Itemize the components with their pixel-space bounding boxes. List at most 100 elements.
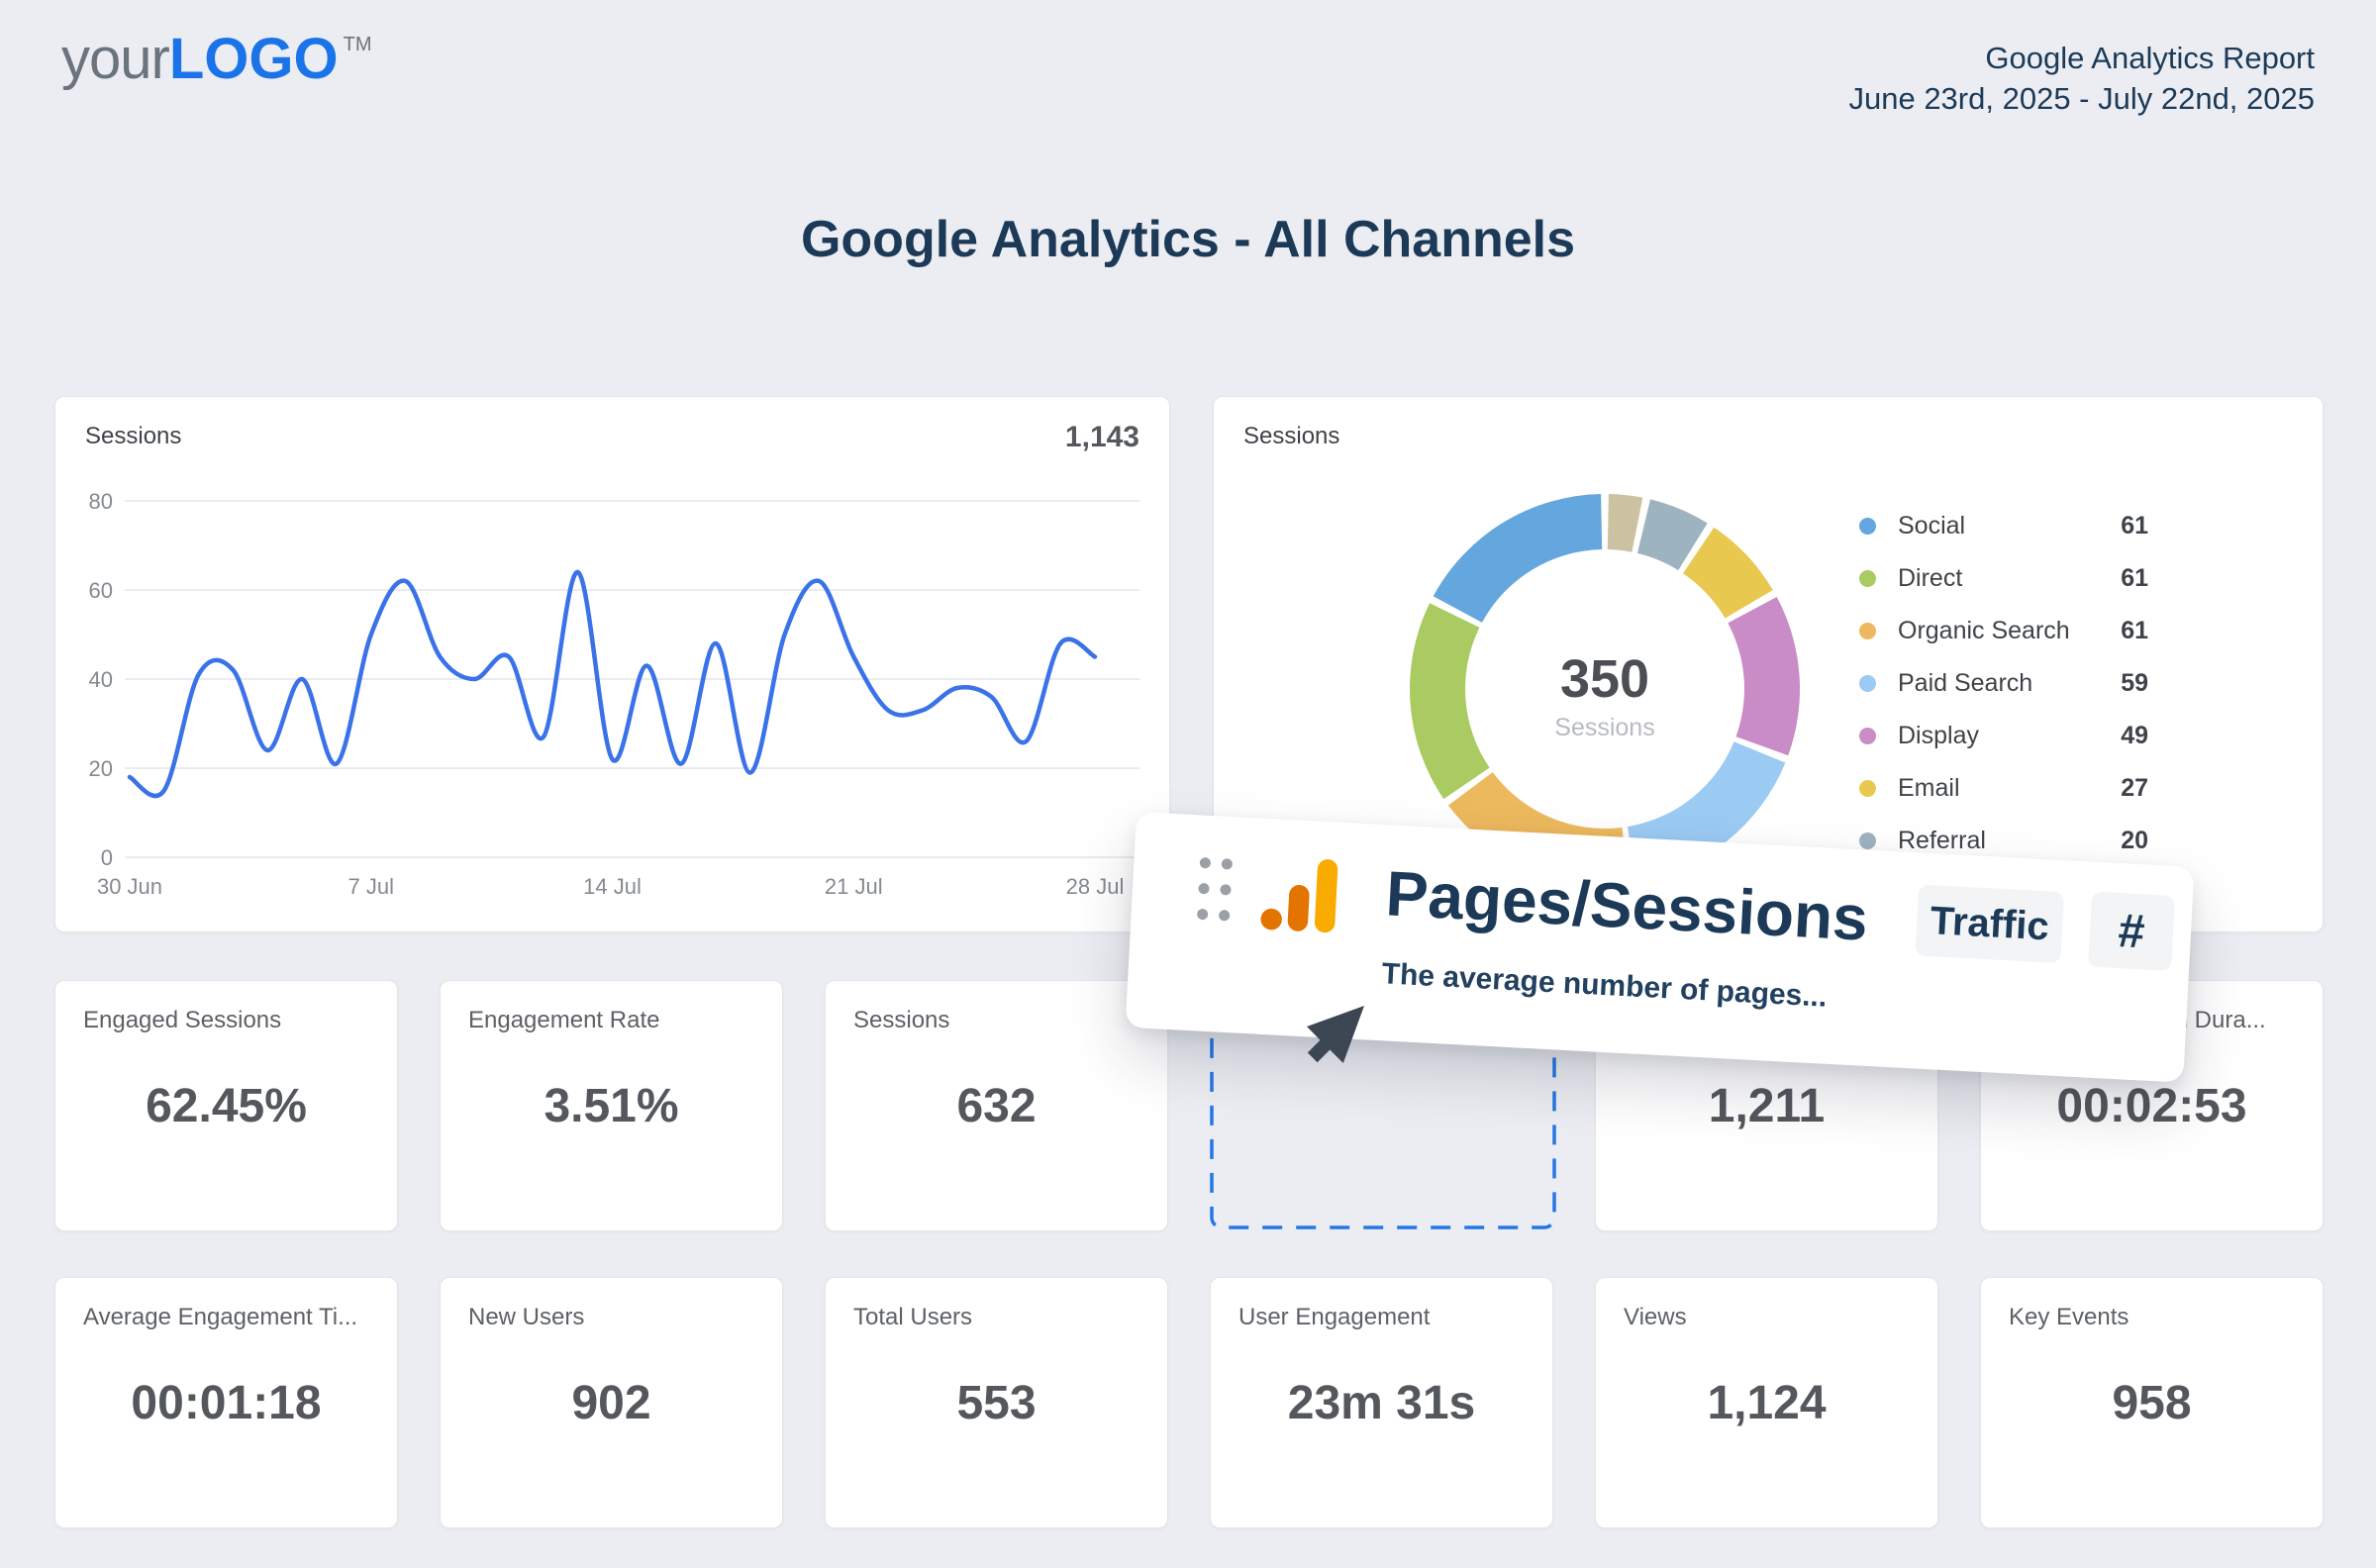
donut-segment [1433,494,1603,623]
traffic-tag-badge: Traffic [1915,884,2065,964]
x-axis-tick-label: 14 Jul [583,874,642,899]
donut-chart-title: Sessions [1243,423,1340,449]
donut-segment [1683,527,1773,619]
y-axis-tick-label: 80 [89,489,113,514]
legend-dot-referral [1859,833,1876,849]
donut-center: 350 Sessions [1456,650,1753,742]
legend-dot-display [1859,728,1876,744]
sessions-line-chart: 80 60 40 20 0 30 Jun 7 Jul 14 Jul 21 Jul 28 Jul [89,489,1139,899]
metric-card-new-users[interactable]: New Users 902 [440,1277,783,1528]
metric-value: 3.51% [544,1079,679,1132]
legend-dot-organic-search [1859,623,1876,639]
metric-label: Engaged Sessions [83,1007,282,1033]
report-date-range: June 23rd, 2025 - July 22nd, 2025 [1848,81,2315,116]
metric-card-engagement-rate[interactable]: Engagement Rate 3.51% [440,980,783,1231]
metric-card-engaged-sessions[interactable]: Engaged Sessions 62.45% [54,980,398,1231]
report-header: Google Analytics Report June 23rd, 2025 … [1848,38,2315,119]
legend-row: Display 49 [1859,710,2148,762]
legend-value: 61 [2121,617,2148,644]
sessions-line-chart-card[interactable]: Sessions 1,143 80 60 40 20 0 30 Jun 7 Jul 14 Ju… [54,396,1170,932]
legend-row: Paid Search 59 [1859,657,2148,710]
legend-dot-paid-search [1859,675,1876,692]
sessions-donut-chart [1409,494,1801,885]
report-title: Google Analytics Report [1985,41,2315,75]
metric-card-key-events[interactable]: Key Events 958 [1980,1277,2324,1528]
metric-value: 1,124 [1707,1376,1827,1429]
metric-value: 632 [956,1079,1037,1132]
legend-value: 27 [2121,774,2148,802]
google-analytics-icon [1260,859,1338,933]
logo-prefix: your [61,27,170,91]
logo-brand: LOGO [168,27,339,91]
logo-tm: TM [343,34,372,55]
legend-label: Display [1898,722,1979,749]
metric-value: 00:02:53 [2056,1079,2247,1132]
metric-value: 62.45% [146,1079,307,1132]
legend-label: Paid Search [1898,669,2033,697]
legend-row: Referral 20 [1859,815,2148,867]
legend-row: Direct 61 [1859,552,2148,605]
donut-segment [1636,499,1708,571]
donut-segment [1728,597,1801,756]
donut-legend: Social 61 Direct 61 Organic Search 61 Paid … [1859,500,2148,867]
metric-value: 23m 31s [1287,1376,1476,1429]
metric-value: 00:01:18 [131,1376,322,1429]
y-axis-tick-label: 40 [89,667,113,692]
metric-label: Engagement Rate [468,1007,660,1033]
line-chart-title: Sessions [85,423,182,449]
legend-label: Social [1898,512,1966,539]
metric-value: 902 [571,1376,651,1429]
y-axis-tick-label: 20 [89,756,113,781]
metric-value: 958 [2112,1376,2192,1429]
metric-card-views[interactable]: Views 1,124 [1595,1277,1938,1528]
dashed-border [1210,980,1556,1229]
metric-card-total-users[interactable]: Total Users 553 [825,1277,1168,1528]
metric-value: 1,211 [1708,1079,1826,1132]
x-axis-tick-label: 28 Jul [1066,874,1125,899]
legend-label: Email [1898,774,1960,802]
x-axis-tick-label: 21 Jul [825,874,883,899]
donut-center-value: 350 [1559,649,1650,709]
metric-value: 553 [956,1376,1037,1429]
metric-label: User Engagement [1238,1304,1431,1330]
legend-dot-social [1859,518,1876,535]
metric-label: Sessions [853,1007,950,1033]
widget-description: The average number of pages... [1380,957,1829,1014]
metric-card-sessions[interactable]: Sessions 632 [825,980,1168,1231]
y-axis-tick-label: 0 [101,845,113,870]
metric-label: New Users [468,1304,585,1330]
drag-handle-icon[interactable] [1196,856,1239,928]
line-chart-total: 1,143 [1064,421,1139,453]
page-title: Google Analytics - All Channels [800,211,1576,268]
metric-label: Average Engagement Ti... [83,1304,358,1330]
donut-segment [1607,494,1643,552]
legend-label: Direct [1898,564,1963,592]
gridlines [125,500,1139,858]
donut-segment [1409,603,1490,800]
x-axis-tick-label: 7 Jul [348,874,394,899]
legend-value: 61 [2121,564,2148,592]
x-axis-tick-label: 30 Jun [97,874,162,899]
metric-label: Key Events [2009,1304,2129,1330]
number-format-badge: # [2088,891,2175,971]
legend-row: Email 27 [1859,762,2148,815]
metric-label: Views [1624,1304,1687,1330]
legend-value: 49 [2121,722,2148,749]
dragged-widget-card[interactable]: Pages/Sessions The average number of pag… [1125,812,2195,1083]
widget-title: Pages/Sessions [1384,857,1870,954]
legend-value: 20 [2121,827,2148,854]
sessions-line-series [127,569,1098,799]
metric-card-user-engagement[interactable]: User Engagement 23m 31s [1210,1277,1553,1528]
legend-value: 61 [2121,512,2148,539]
legend-dot-direct [1859,570,1876,587]
y-axis-tick-label: 60 [89,578,113,603]
legend-row: Organic Search 61 [1859,605,2148,657]
donut-center-label: Sessions [1554,714,1655,741]
legend-label: Referral [1898,827,1986,854]
mouse-cursor-icon [1307,1006,1364,1063]
widget-drop-target[interactable] [1210,980,1556,1229]
legend-value: 59 [2121,669,2148,697]
metric-card-average-engagement-time[interactable]: Average Engagement Ti... 00:01:18 [54,1277,398,1528]
legend-row: Social 61 [1859,500,2148,552]
legend-dot-email [1859,780,1876,797]
